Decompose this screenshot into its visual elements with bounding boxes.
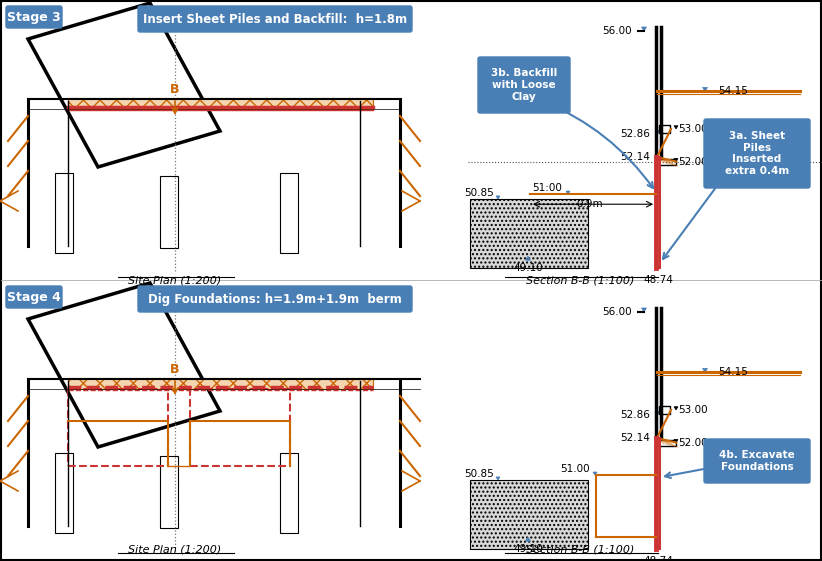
Bar <box>280 453 298 533</box>
Polygon shape <box>674 407 678 410</box>
Text: Dig Foundations: h=1.9m+1.9m  berm: Dig Foundations: h=1.9m+1.9m berm <box>148 292 402 306</box>
Text: 53.00: 53.00 <box>678 405 708 415</box>
Polygon shape <box>674 158 678 162</box>
Polygon shape <box>703 369 708 373</box>
Bar <box>55 453 73 533</box>
Bar <box>68 389 168 466</box>
Polygon shape <box>656 130 660 134</box>
Text: 56.00: 56.00 <box>603 307 632 317</box>
Bar <box>659 125 670 133</box>
Text: 52.00: 52.00 <box>678 438 708 448</box>
Bar <box>659 406 670 414</box>
FancyBboxPatch shape <box>704 119 810 188</box>
Text: 50.85: 50.85 <box>464 188 494 198</box>
Bar <box>470 480 588 549</box>
Text: 52.86: 52.86 <box>620 128 650 139</box>
Text: 52.86: 52.86 <box>620 410 650 420</box>
FancyBboxPatch shape <box>138 6 412 32</box>
Polygon shape <box>656 411 660 415</box>
Polygon shape <box>566 191 570 194</box>
Bar <box>68 98 373 109</box>
Text: 53.00: 53.00 <box>678 124 708 134</box>
Text: Insert Sheet Piles and Backfill:  h=1.8m: Insert Sheet Piles and Backfill: h=1.8m <box>143 12 407 25</box>
Polygon shape <box>525 256 530 260</box>
Text: Site Plan (1:200): Site Plan (1:200) <box>128 544 222 554</box>
Text: 3b. Backfill
with Loose
Clay: 3b. Backfill with Loose Clay <box>491 68 557 102</box>
Text: 52.00: 52.00 <box>678 157 708 167</box>
Text: 48.74: 48.74 <box>643 556 673 561</box>
Text: 54.15: 54.15 <box>718 367 748 378</box>
Bar <box>55 173 73 253</box>
Text: 54.15: 54.15 <box>718 86 748 96</box>
Text: 51.00: 51.00 <box>561 464 590 474</box>
Bar <box>280 173 298 253</box>
FancyBboxPatch shape <box>478 57 570 113</box>
Text: B: B <box>170 363 180 376</box>
Polygon shape <box>655 264 661 268</box>
Text: Section B-B (1:100): Section B-B (1:100) <box>526 544 635 554</box>
Bar <box>160 456 178 528</box>
Text: Section B-B (1:100): Section B-B (1:100) <box>526 275 635 285</box>
Polygon shape <box>703 88 708 91</box>
Text: 50.85: 50.85 <box>464 469 494 479</box>
FancyBboxPatch shape <box>6 286 62 308</box>
Bar <box>160 176 178 248</box>
Text: 52.14: 52.14 <box>620 433 650 443</box>
Bar <box>659 159 676 164</box>
Polygon shape <box>593 472 597 475</box>
FancyBboxPatch shape <box>6 6 62 28</box>
Text: Stage 4: Stage 4 <box>7 291 61 304</box>
Bar <box>190 389 290 466</box>
Text: 0.9m: 0.9m <box>577 199 603 209</box>
Polygon shape <box>641 27 646 31</box>
Text: 4b. Excavate
Foundations: 4b. Excavate Foundations <box>719 450 795 472</box>
Polygon shape <box>525 537 530 541</box>
Bar <box>470 199 588 268</box>
Polygon shape <box>496 477 500 480</box>
Polygon shape <box>674 126 678 129</box>
Text: B: B <box>170 83 180 96</box>
Text: Site Plan (1:200): Site Plan (1:200) <box>128 275 222 285</box>
Text: 56.00: 56.00 <box>603 26 632 36</box>
Polygon shape <box>674 439 678 443</box>
Bar <box>659 440 676 445</box>
FancyBboxPatch shape <box>138 286 412 312</box>
FancyBboxPatch shape <box>704 439 810 483</box>
Text: 52.14: 52.14 <box>620 152 650 162</box>
Polygon shape <box>655 545 661 549</box>
Text: 3a. Sheet
Piles
Inserted
extra 0.4m: 3a. Sheet Piles Inserted extra 0.4m <box>725 131 789 176</box>
Polygon shape <box>641 308 646 312</box>
Text: 49.10: 49.10 <box>513 544 543 554</box>
Text: 49.10: 49.10 <box>513 263 543 273</box>
Text: 48.74: 48.74 <box>643 275 673 285</box>
Text: 51:00: 51:00 <box>532 183 562 193</box>
Bar <box>68 378 373 389</box>
Text: Stage 3: Stage 3 <box>7 11 61 24</box>
Polygon shape <box>496 196 500 199</box>
